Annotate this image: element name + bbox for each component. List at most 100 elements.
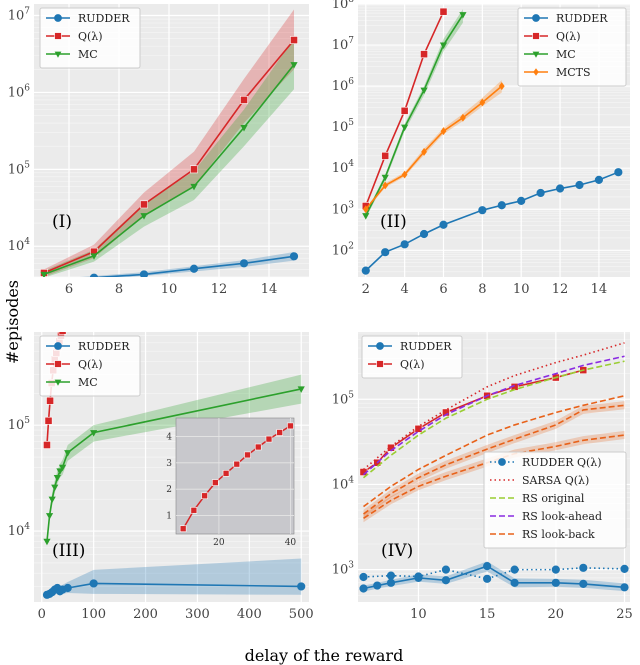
data-point-q [43,441,51,449]
data-point-q [381,151,390,160]
data-point-rudder [614,168,623,177]
legend-label: RUDDER Q(λ) [522,456,602,469]
panel-label: (II) [380,212,407,232]
legend-label: MC [556,48,576,61]
data-point-rudderq [579,563,588,572]
data-point-mcts [401,170,408,179]
inset-x-tick-label: 20 [213,538,225,548]
x-tick-label: 400 [237,607,262,622]
data-point-rudder [575,180,584,190]
series-line-mcts [365,85,503,210]
y-tick-label: 103 [332,561,355,578]
data-point-mc [439,42,448,50]
data-point-rudder [40,278,47,285]
panel-label: (III) [52,541,85,561]
legend-marker [54,379,62,386]
legend: RUDDER Q(λ) [361,335,463,379]
data-point-mc [297,386,305,393]
legend-marker [54,360,62,368]
y-tick-label: 107 [332,36,355,53]
inset-data-point [254,443,262,451]
x-tick-label: 0 [38,607,46,622]
data-point-rudderq [551,565,560,574]
data-point-rudder [536,188,545,198]
data-point-rudder [594,175,604,184]
data-point-q [400,106,409,115]
panel-I: 104 105 106 107 6 8 10 12 14 RUDDER Q(λ) MC (I) [8,4,309,297]
legend-label: Q(λ) [400,358,425,371]
inset-x-tick-label: 40 [285,538,297,548]
legend-label: MCTS [556,66,591,79]
x-tick-label: 8 [478,282,486,297]
legend-marker [376,360,384,368]
x-tick-label: 4 [400,282,408,297]
inset-chart: 1 2 3 4 20 40 [166,417,297,548]
data-point-rudder [239,259,249,268]
y-axis-title: #episodes [3,280,22,364]
confidence-band-rudder [79,252,294,277]
legend-label: RS look-ahead [522,510,602,523]
data-point-rudder [510,578,519,587]
data-point-rudder [386,578,396,587]
series-line-rudder [363,565,625,590]
data-point-mc [51,484,59,492]
data-point-q [44,416,53,425]
x-tick-label: 20 [548,607,565,622]
x-tick-label: 12 [552,282,569,297]
series-line-sarsaq [362,342,625,471]
x-tick-label: 500 [289,607,314,622]
legend: RUDDER Q(λ) MC [39,335,141,397]
data-point-rudderq [483,574,492,583]
data-point-rudder [139,270,149,277]
y-tick-label: 103 [332,200,355,217]
data-point-mcts [362,205,369,214]
legend-marker [533,68,539,76]
inset-y-tick-label: 1 [166,512,172,522]
inset-data-point [233,460,241,468]
data-point-rudderq [386,571,396,580]
series-line-mc [365,14,464,216]
data-point-rudder [497,201,506,210]
panel-label: (IV) [381,541,413,561]
inset-data-point [190,506,198,514]
inset-data-point [265,435,273,443]
data-point-q [240,95,248,104]
legend-marker [54,32,62,40]
data-point-mc [190,183,198,191]
data-point-rudder [373,581,382,590]
data-point-rudder [400,240,409,249]
data-point-rudder [517,196,526,205]
x-tick-label: 10 [410,607,427,622]
inset-data-point [212,479,219,486]
data-point-rudderq [620,564,629,574]
y-tick-label: 104 [8,237,31,254]
legend-marker [532,32,540,40]
legend-box [39,7,141,69]
y-tick-label: 107 [8,7,31,24]
data-point-mcts [460,113,466,122]
x-tick-label: 8 [115,282,123,297]
data-point-rudderq [414,572,423,581]
data-point-rudder [361,266,370,275]
y-tick-label: 105 [8,160,31,177]
legend: RUDDER Q(λ) SARSA Q(λ) RS original RS look-… [483,451,627,549]
data-point-mcts [479,98,486,107]
legend-label: RS look-back [522,528,595,541]
data-point-mcts [382,181,389,190]
data-point-mc [40,271,48,277]
data-point-mc [381,174,389,182]
data-point-mcts [421,147,427,156]
data-point-rudder [89,273,99,277]
data-point-q [414,424,423,433]
legend-marker [532,51,540,58]
x-tick-label: 14 [591,282,608,297]
data-point-mc [420,87,428,95]
legend-marker [54,342,62,350]
data-point-rudder [297,582,306,591]
y-tick-label: 104 [8,522,31,539]
series-line-mc [43,64,295,276]
series-layer [361,7,623,275]
x-axis-title: delay of the reward [245,646,404,665]
